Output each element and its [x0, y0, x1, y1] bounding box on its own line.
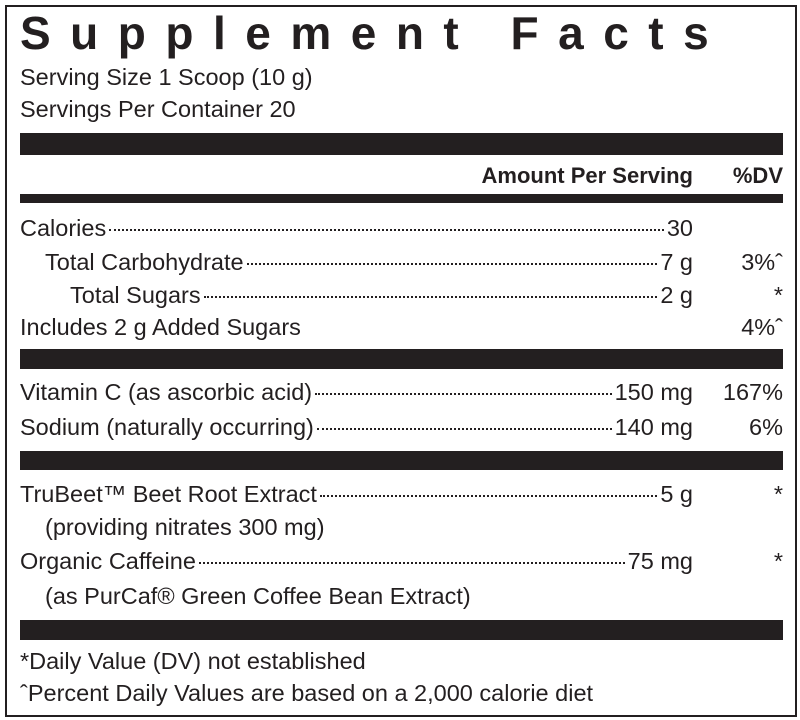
amount-header-cell: Amount Per Serving [20, 160, 693, 192]
nutrient-row: (as PurCaf® Green Coffee Bean Extract) [20, 580, 783, 612]
serving-size: Serving Size 1 Scoop (10 g) [20, 64, 313, 90]
nutrient-main: Sodium (naturally occurring) 140 mg [20, 411, 693, 443]
nutrient-main: (as PurCaf® Green Coffee Bean Extract) [20, 580, 693, 612]
nutrient-amount: 150 mg [614, 379, 693, 405]
dot-leader [319, 495, 658, 497]
nutrient-dv: * [773, 282, 783, 308]
nutrient-amount: 140 mg [614, 414, 693, 440]
divider [20, 620, 783, 640]
nutrient-main: Includes 2 g Added Sugars [20, 311, 693, 343]
nutrient-row: Vitamin C (as ascorbic acid) 150 mg 167% [20, 376, 783, 408]
nutrient-main: Total Carbohydrate 7 g [20, 246, 693, 278]
dot-leader [246, 263, 658, 265]
dot-leader [203, 296, 658, 298]
amount-header: Amount Per Serving [481, 163, 693, 188]
nutrient-name: Sodium (naturally occurring) [20, 414, 314, 440]
nutrient-amount: 75 mg [627, 548, 693, 574]
nutrient-name: TruBeet™ Beet Root Extract [20, 481, 317, 507]
nutrient-name: Organic Caffeine [20, 548, 196, 574]
nutrient-dv: * [773, 481, 783, 507]
nutrient-dv: 4%ˆ [741, 314, 783, 340]
nutrient-name: Calories [20, 215, 107, 241]
nutrient-name: Vitamin C (as ascorbic acid) [20, 379, 313, 405]
nutrient-dv: 6% [749, 414, 783, 440]
nutrient-row: Total Carbohydrate 7 g 3%ˆ [20, 246, 783, 278]
nutrient-amount: 5 g [660, 481, 693, 507]
footnote: ˆPercent Daily Values are based on a 2,0… [20, 680, 594, 706]
nutrient-row: TruBeet™ Beet Root Extract 5 g * [20, 478, 783, 510]
nutrient-row: Organic Caffeine 75 mg * [20, 545, 783, 577]
dot-leader [315, 393, 612, 395]
nutrient-row: Sodium (naturally occurring) 140 mg 6% [20, 411, 783, 443]
nutrient-dv: 3%ˆ [741, 249, 783, 275]
label-frame [5, 5, 797, 717]
divider [20, 349, 783, 369]
nutrient-row: Total Sugars 2 g * [20, 279, 783, 311]
nutrient-row: Calories 30 [20, 212, 783, 244]
nutrient-name: Total Carbohydrate [45, 249, 244, 275]
nutrient-main: Organic Caffeine 75 mg [20, 545, 693, 577]
divider [20, 133, 783, 155]
nutrient-name: (providing nitrates 300 mg) [45, 514, 325, 540]
nutrient-main: (providing nitrates 300 mg) [20, 511, 693, 543]
nutrient-main: Total Sugars 2 g [20, 279, 693, 311]
nutrient-main: Vitamin C (as ascorbic acid) 150 mg [20, 376, 693, 408]
nutrient-row: (providing nitrates 300 mg) [20, 511, 783, 543]
nutrient-dv: 167% [722, 379, 783, 405]
nutrient-main: Calories 30 [20, 212, 693, 244]
nutrient-row: Includes 2 g Added Sugars 4%ˆ [20, 311, 783, 343]
footnote: *Daily Value (DV) not established [20, 648, 366, 674]
nutrient-amount: 7 g [660, 249, 693, 275]
dot-leader [316, 428, 612, 430]
nutrient-dv: * [773, 548, 783, 574]
divider [20, 451, 783, 470]
nutrient-name: (as PurCaf® Green Coffee Bean Extract) [45, 583, 471, 609]
title: Supplement Facts [20, 7, 729, 59]
dot-leader [198, 562, 625, 564]
nutrient-name: Includes 2 g Added Sugars [20, 314, 301, 340]
nutrient-amount: 2 g [660, 282, 693, 308]
nutrient-amount: 30 [666, 215, 693, 241]
nutrient-name: Total Sugars [70, 282, 201, 308]
servings-per-container: Servings Per Container 20 [20, 96, 296, 122]
divider [20, 194, 783, 203]
dot-leader [109, 229, 664, 231]
nutrient-main: TruBeet™ Beet Root Extract 5 g [20, 478, 693, 510]
dv-header: %DV [732, 163, 783, 188]
column-header: Amount Per Serving %DV [20, 160, 783, 192]
